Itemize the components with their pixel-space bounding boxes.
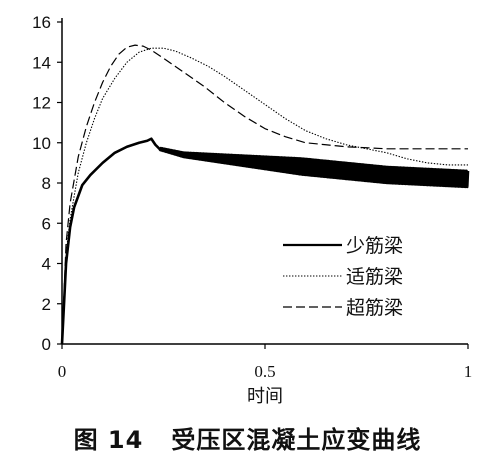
series-line-3 — [61, 44, 468, 345]
legend-label-2: 适筋梁 — [346, 266, 403, 288]
legend-label-1: 少筋梁 — [346, 235, 403, 257]
y-tick-label: 16 — [32, 13, 51, 32]
y-tick-label: 12 — [32, 94, 51, 113]
series-lines — [60, 44, 470, 345]
series-line-1 — [60, 137, 470, 345]
x-tick-label: 1 — [464, 362, 473, 381]
y-tick-label: 8 — [42, 174, 51, 193]
y-tick-label: 6 — [42, 214, 51, 233]
y-tick-label: 0 — [42, 335, 51, 354]
figure-caption: 图 14 受压区混凝土应变曲线 — [73, 426, 422, 454]
x-ticks: 0 0.5 1 — [58, 344, 473, 381]
x-tick-label: 0.5 — [254, 362, 275, 381]
y-tick-label: 14 — [32, 53, 51, 72]
legend-label-3: 超筋梁 — [346, 297, 403, 319]
y-tick-label: 4 — [42, 255, 51, 274]
y-tick-label: 10 — [32, 134, 51, 153]
y-tick-label: 2 — [42, 295, 51, 314]
series-line-2 — [61, 47, 468, 345]
x-tick-label: 0 — [58, 362, 67, 381]
x-axis-label: 时间 — [247, 386, 283, 407]
y-ticks: 0 2 4 6 8 10 12 14 16 — [32, 13, 62, 354]
